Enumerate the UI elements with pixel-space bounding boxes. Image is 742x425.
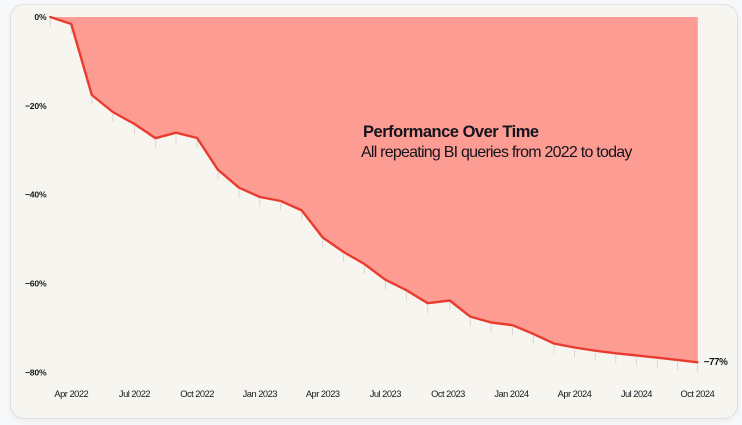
svg-text:Oct 2024: Oct 2024 [681, 389, 715, 399]
svg-text:−40%: −40% [25, 190, 47, 200]
svg-text:Jul 2023: Jul 2023 [370, 389, 401, 399]
svg-text:Jul 2022: Jul 2022 [119, 389, 150, 399]
svg-text:−60%: −60% [25, 279, 47, 289]
svg-text:−77%: −77% [704, 357, 728, 368]
svg-text:Apr 2023: Apr 2023 [306, 389, 340, 399]
svg-text:Jul 2024: Jul 2024 [621, 389, 652, 399]
svg-text:Jan 2023: Jan 2023 [243, 389, 278, 399]
svg-text:Apr 2022: Apr 2022 [54, 389, 88, 399]
svg-text:Apr 2024: Apr 2024 [558, 389, 592, 399]
svg-text:−80%: −80% [25, 368, 47, 378]
svg-text:0%: 0% [34, 12, 47, 22]
svg-text:−20%: −20% [25, 101, 47, 111]
svg-text:Oct 2023: Oct 2023 [431, 389, 465, 399]
svg-text:Oct 2022: Oct 2022 [180, 389, 214, 399]
svg-text:Jan 2024: Jan 2024 [494, 389, 529, 399]
